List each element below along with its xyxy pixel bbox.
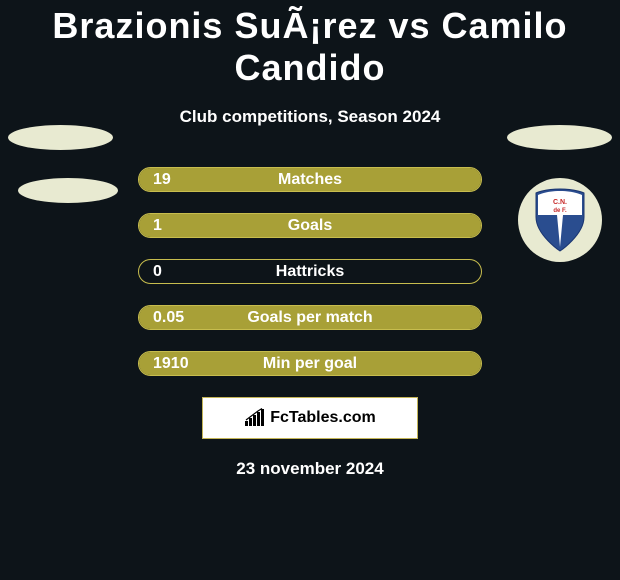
stat-row: 19 Matches	[0, 167, 620, 192]
brand-label: FcTables.com	[270, 409, 376, 427]
stat-row: 1910 Min per goal	[0, 351, 620, 376]
stat-label: Min per goal	[263, 355, 357, 373]
player-left-photo-placeholder-1	[8, 125, 113, 150]
stat-bar: 1 Goals	[138, 213, 482, 238]
stat-label: Goals per match	[247, 309, 372, 327]
stat-row: 0 Hattricks	[0, 259, 620, 284]
date-label: 23 november 2024	[0, 459, 620, 479]
stat-label: Goals	[288, 217, 332, 235]
stats-area: 19 Matches 1 Goals 0 Hattricks 0.05 Goals per m…	[0, 167, 620, 376]
stat-label: Hattricks	[276, 263, 344, 281]
stat-bar: 1910 Min per goal	[138, 351, 482, 376]
stat-label: Matches	[278, 171, 342, 189]
stat-bar: 0.05 Goals per match	[138, 305, 482, 330]
stat-bar: 0 Hattricks	[138, 259, 482, 284]
stat-bar: 19 Matches	[138, 167, 482, 192]
page-title: Brazionis SuÃ¡rez vs Camilo Candido	[0, 0, 620, 89]
player-right-photo-placeholder	[507, 125, 612, 150]
chart-icon	[244, 408, 266, 428]
subtitle: Club competitions, Season 2024	[0, 107, 620, 127]
stat-value: 0	[153, 263, 162, 281]
stat-value: 19	[153, 171, 171, 189]
brand-box[interactable]: FcTables.com	[202, 397, 418, 439]
stat-value: 0.05	[153, 309, 184, 327]
stat-row: 0.05 Goals per match	[0, 305, 620, 330]
stat-row: 1 Goals	[0, 213, 620, 238]
stat-value: 1	[153, 217, 162, 235]
stat-value: 1910	[153, 355, 189, 373]
